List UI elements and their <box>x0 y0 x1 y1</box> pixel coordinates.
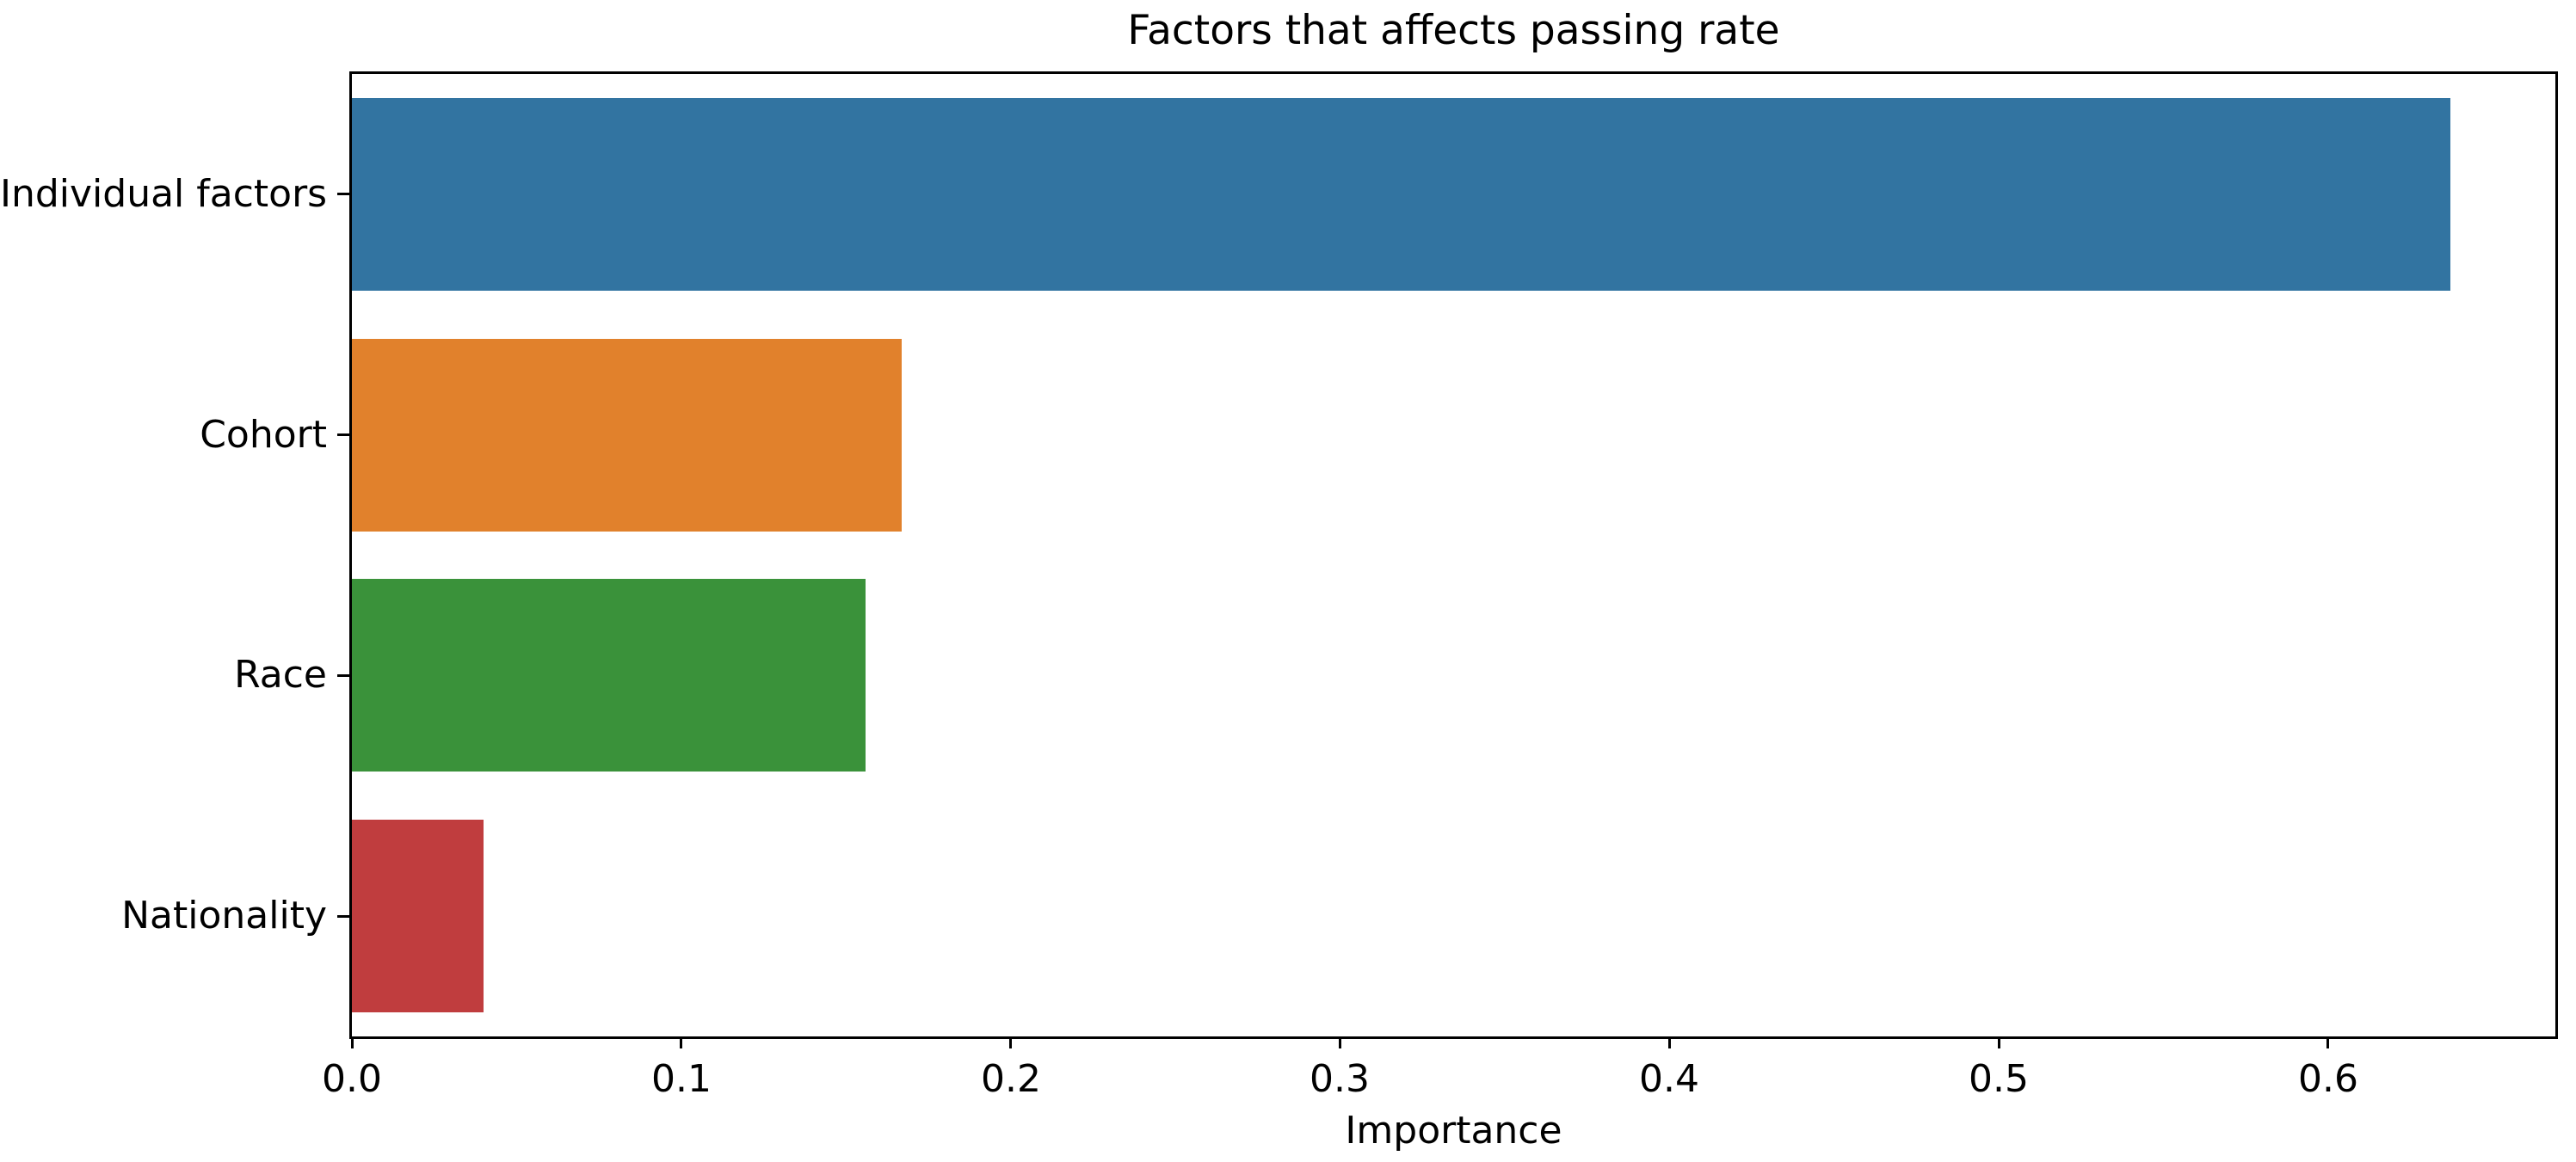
bar-cohort <box>352 339 902 532</box>
x-axis-label: Importance <box>1345 1109 1562 1153</box>
bar-race <box>352 579 866 772</box>
x-tick-label: 0.4 <box>1639 1057 1699 1101</box>
x-tick-label: 0.1 <box>651 1057 712 1101</box>
bar-individual-factors <box>352 98 2450 291</box>
x-tick-mark <box>2326 1036 2329 1048</box>
x-tick-label: 0.0 <box>322 1057 382 1101</box>
x-tick-mark <box>1998 1036 2000 1048</box>
y-tick-mark <box>337 674 349 677</box>
x-tick-mark <box>1339 1036 1341 1048</box>
x-tick-label: 0.2 <box>981 1057 1041 1101</box>
plot-area <box>349 71 2558 1039</box>
y-tick-mark <box>337 433 349 436</box>
x-tick-label: 0.5 <box>1969 1057 2029 1101</box>
x-tick-label: 0.6 <box>2298 1057 2358 1101</box>
x-tick-mark <box>1668 1036 1671 1048</box>
y-tick-label: Cohort <box>200 413 327 457</box>
y-tick-label: Nationality <box>121 894 327 938</box>
x-tick-mark <box>1009 1036 1012 1048</box>
x-tick-label: 0.3 <box>1310 1057 1370 1101</box>
x-tick-mark <box>351 1036 354 1048</box>
chart-title: Factors that affects passing rate <box>1127 7 1780 54</box>
y-tick-mark <box>337 193 349 195</box>
y-tick-mark <box>337 915 349 918</box>
x-tick-mark <box>680 1036 682 1048</box>
bar-nationality <box>352 820 484 1012</box>
y-tick-label: Race <box>234 653 327 697</box>
y-tick-label: Individual factors <box>0 172 328 216</box>
